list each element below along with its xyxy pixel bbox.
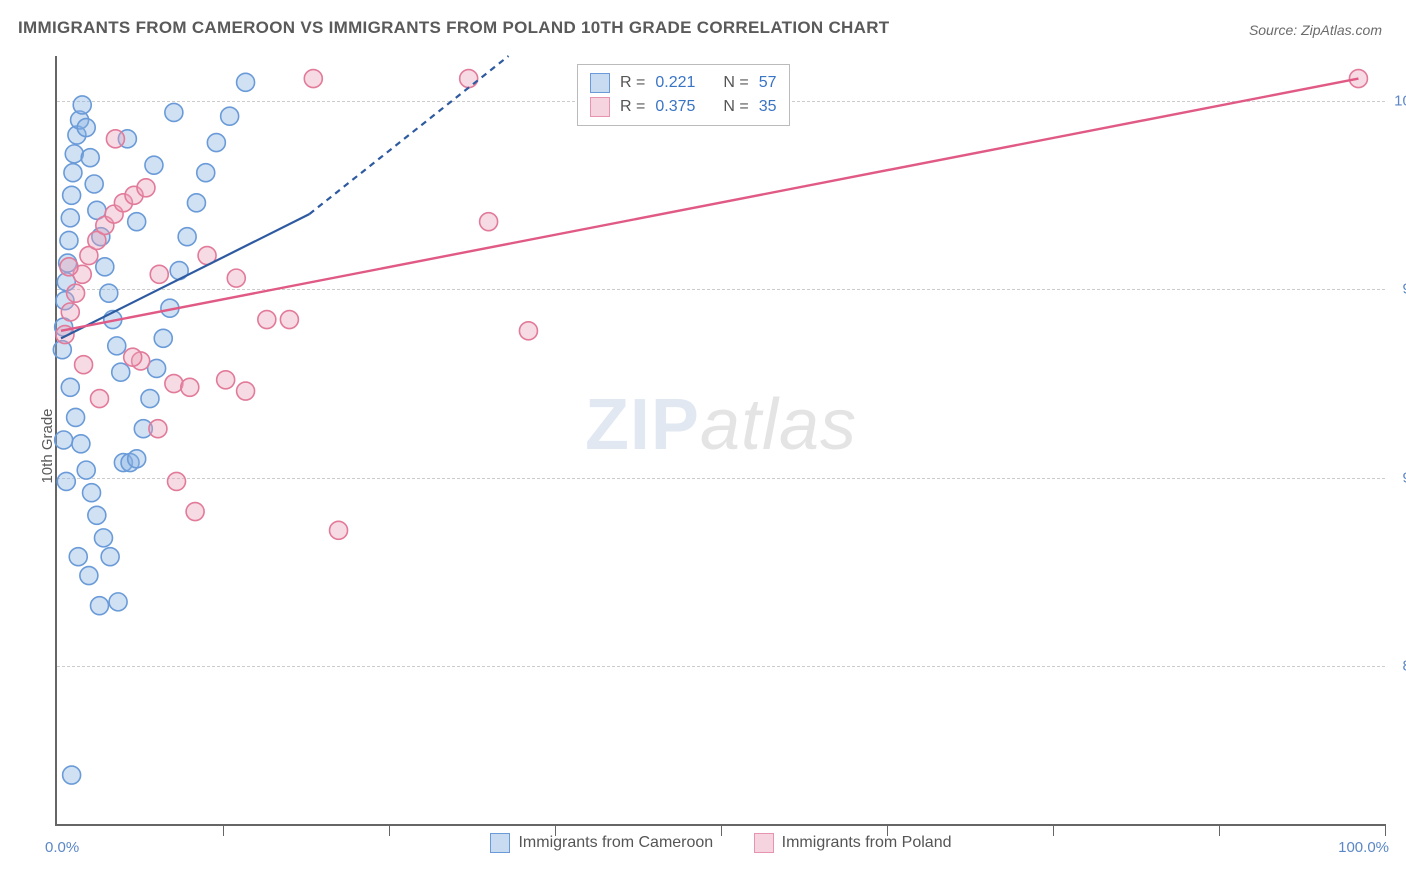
data-point-cameroon [55, 431, 73, 449]
n-label: N = [723, 98, 748, 116]
data-point-cameroon [178, 228, 196, 246]
data-point-poland [258, 311, 276, 329]
r-value-poland: 0.375 [655, 98, 695, 116]
data-point-cameroon [90, 597, 108, 615]
data-point-cameroon [100, 284, 118, 302]
data-point-cameroon [145, 156, 163, 174]
legend-label-poland: Immigrants from Poland [782, 834, 952, 852]
source-attribution: Source: ZipAtlas.com [1249, 22, 1382, 38]
y-tick-label: 95.0% [1390, 281, 1406, 298]
data-point-cameroon [63, 186, 81, 204]
data-point-poland [280, 311, 298, 329]
data-point-poland [480, 213, 498, 231]
legend-row-poland: R = 0.375 N = 35 [590, 95, 777, 119]
data-point-poland [150, 265, 168, 283]
swatch-pink-icon [754, 833, 774, 853]
data-point-cameroon [63, 766, 81, 784]
data-point-poland [124, 348, 142, 366]
swatch-blue-icon [590, 73, 610, 93]
data-point-poland [137, 179, 155, 197]
data-point-cameroon [187, 194, 205, 212]
data-point-poland [227, 269, 245, 287]
y-tick-label: 85.0% [1390, 657, 1406, 674]
data-point-cameroon [57, 472, 75, 490]
data-point-cameroon [207, 134, 225, 152]
n-value-cameroon: 57 [759, 74, 777, 92]
data-point-cameroon [197, 164, 215, 182]
data-point-poland [519, 322, 537, 340]
data-point-cameroon [61, 378, 79, 396]
data-point-cameroon [221, 107, 239, 125]
data-point-cameroon [85, 175, 103, 193]
plot-area: ZIPatlas 85.0%90.0%95.0%100.0% R = 0.221… [55, 56, 1385, 826]
data-point-poland [181, 378, 199, 396]
data-point-poland [330, 521, 348, 539]
data-point-poland [106, 130, 124, 148]
n-value-poland: 35 [759, 98, 777, 116]
data-point-cameroon [73, 96, 91, 114]
chart-title: IMMIGRANTS FROM CAMEROON VS IMMIGRANTS F… [18, 18, 889, 38]
y-tick-label: 100.0% [1390, 93, 1406, 110]
svg-overlay [57, 56, 1385, 824]
r-label: R = [620, 74, 645, 92]
data-point-cameroon [101, 548, 119, 566]
data-point-cameroon [83, 484, 101, 502]
data-point-poland [61, 303, 79, 321]
data-point-cameroon [72, 435, 90, 453]
data-point-poland [90, 390, 108, 408]
data-point-cameroon [165, 103, 183, 121]
data-point-cameroon [67, 408, 85, 426]
data-point-poland [460, 70, 478, 88]
n-label: N = [723, 74, 748, 92]
data-point-poland [237, 382, 255, 400]
data-point-cameroon [154, 329, 172, 347]
data-point-cameroon [80, 567, 98, 585]
data-point-cameroon [141, 390, 159, 408]
series-legend: Immigrants from Cameroon Immigrants from… [57, 833, 1385, 858]
data-point-cameroon [64, 164, 82, 182]
data-point-cameroon [69, 548, 87, 566]
data-point-poland [217, 371, 235, 389]
data-point-cameroon [81, 149, 99, 167]
swatch-blue-icon [490, 833, 510, 853]
correlation-legend: R = 0.221 N = 57 R = 0.375 N = 35 [577, 64, 790, 126]
legend-item-cameroon: Immigrants from Cameroon [490, 833, 713, 853]
data-point-poland [186, 503, 204, 521]
data-point-poland [67, 284, 85, 302]
trend-line [309, 56, 508, 214]
data-point-cameroon [65, 145, 83, 163]
data-point-cameroon [77, 461, 95, 479]
data-point-cameroon [88, 506, 106, 524]
legend-item-poland: Immigrants from Poland [754, 833, 952, 853]
data-point-poland [304, 70, 322, 88]
data-point-cameroon [61, 209, 79, 227]
y-tick-label: 90.0% [1390, 469, 1406, 486]
data-point-cameroon [94, 529, 112, 547]
data-point-cameroon [77, 119, 95, 137]
data-point-cameroon [237, 73, 255, 91]
data-point-cameroon [128, 213, 146, 231]
data-point-poland [165, 375, 183, 393]
data-point-cameroon [128, 450, 146, 468]
data-point-poland [60, 258, 78, 276]
y-axis-label: 10th Grade [39, 408, 56, 483]
data-point-poland [1349, 70, 1367, 88]
data-point-poland [168, 472, 186, 490]
data-point-cameroon [109, 593, 127, 611]
data-point-cameroon [96, 258, 114, 276]
data-point-cameroon [60, 231, 78, 249]
data-point-cameroon [108, 337, 126, 355]
r-label: R = [620, 98, 645, 116]
data-point-poland [75, 356, 93, 374]
r-value-cameroon: 0.221 [655, 74, 695, 92]
data-point-cameroon [112, 363, 130, 381]
data-point-poland [149, 420, 167, 438]
swatch-pink-icon [590, 97, 610, 117]
legend-row-cameroon: R = 0.221 N = 57 [590, 71, 777, 95]
legend-label-cameroon: Immigrants from Cameroon [518, 834, 713, 852]
x-tick [1385, 824, 1386, 836]
